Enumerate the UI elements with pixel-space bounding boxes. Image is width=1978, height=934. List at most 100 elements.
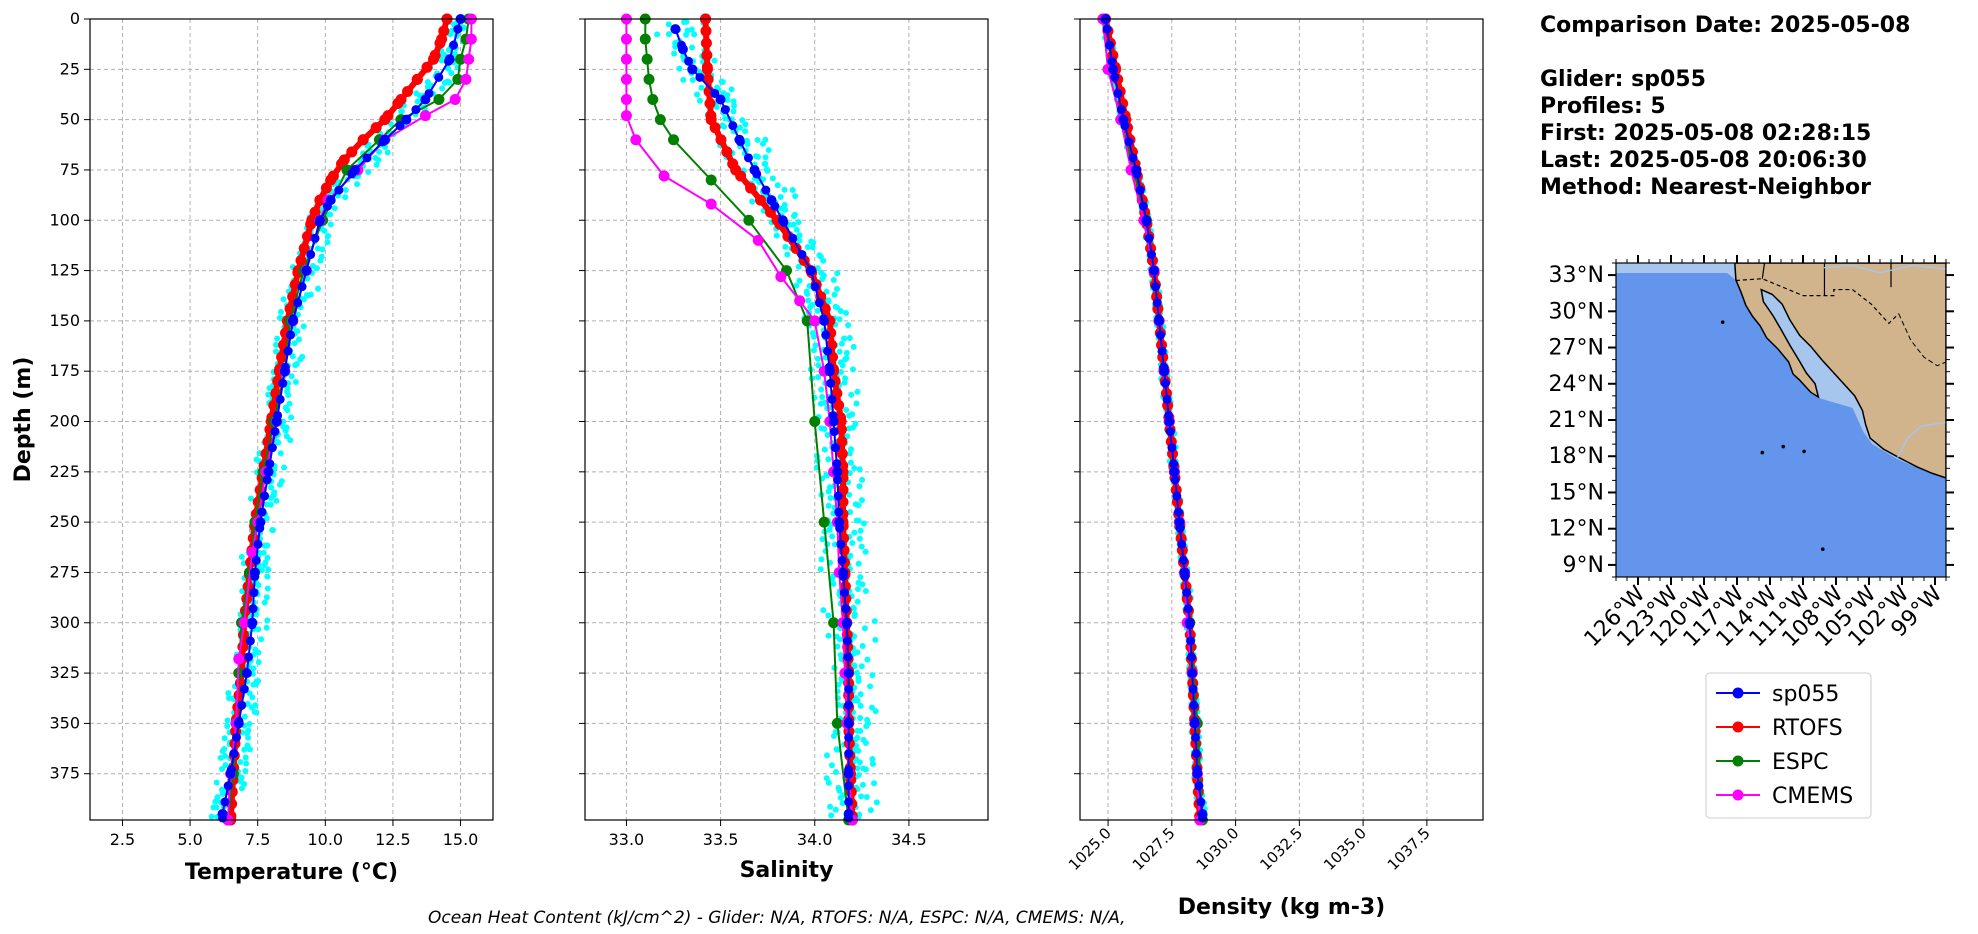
y-tick-label: 0 — [70, 9, 80, 28]
raw-glider-point — [720, 90, 727, 97]
raw-glider-point — [810, 347, 817, 354]
raw-glider-point — [857, 574, 864, 581]
data-point-rtofs — [701, 61, 713, 73]
data-point-sp055 — [1185, 620, 1195, 630]
raw-glider-point — [795, 219, 802, 226]
raw-glider-point — [871, 780, 878, 787]
raw-glider-point — [264, 585, 271, 592]
data-point-sp055 — [1187, 668, 1197, 678]
data-point-rtofs — [745, 182, 757, 194]
raw-glider-point — [792, 193, 799, 200]
raw-glider-point — [827, 803, 834, 810]
data-point-sp055 — [1175, 523, 1185, 533]
comparison-method: Method: Nearest-Neighbor — [1540, 175, 1871, 200]
data-point-sp055 — [262, 475, 272, 485]
y-tick-label: 50 — [60, 110, 80, 129]
raw-glider-point — [832, 806, 839, 813]
data-point-sp055 — [226, 765, 236, 775]
raw-glider-point — [836, 348, 843, 355]
data-point-sp055 — [1169, 459, 1179, 469]
data-point-cmems — [809, 315, 821, 327]
raw-glider-point — [264, 573, 271, 580]
raw-glider-point — [285, 392, 292, 399]
data-point-sp055 — [265, 459, 275, 469]
data-point-sp055 — [306, 249, 316, 259]
raw-glider-point — [826, 526, 833, 533]
island — [1720, 320, 1725, 324]
data-point-sp055 — [676, 40, 686, 50]
raw-glider-point — [324, 239, 331, 246]
raw-glider-point — [255, 582, 262, 589]
raw-glider-point — [293, 361, 300, 368]
raw-glider-point — [818, 556, 825, 563]
raw-glider-point — [698, 84, 705, 91]
data-point-sp055 — [821, 330, 831, 340]
raw-glider-point — [856, 483, 863, 490]
raw-glider-point — [832, 769, 839, 776]
data-point-sp055 — [1190, 716, 1200, 726]
raw-glider-point — [724, 97, 731, 104]
raw-glider-point — [274, 439, 281, 446]
raw-glider-point — [281, 464, 288, 471]
data-point-sp055 — [1149, 266, 1159, 276]
raw-glider-point — [839, 800, 846, 807]
raw-glider-point — [713, 104, 720, 111]
data-point-cmems — [658, 170, 670, 182]
raw-glider-point — [873, 799, 880, 806]
data-point-espc — [809, 416, 821, 428]
data-point-sp055 — [823, 346, 833, 356]
raw-glider-point — [837, 307, 844, 314]
raw-glider-point — [828, 812, 835, 819]
raw-glider-point — [830, 732, 837, 739]
raw-glider-point — [821, 399, 828, 406]
raw-glider-point — [857, 702, 864, 709]
raw-glider-point — [855, 747, 862, 754]
raw-glider-point — [283, 433, 290, 440]
raw-glider-point — [224, 717, 231, 724]
raw-glider-point — [258, 636, 265, 643]
raw-glider-point — [777, 193, 784, 200]
data-point-sp055 — [411, 105, 421, 115]
data-point-rtofs — [438, 25, 450, 37]
raw-glider-point — [274, 335, 281, 342]
profile-count: Profiles: 5 — [1540, 94, 1666, 119]
data-point-sp055 — [218, 813, 228, 823]
island — [1760, 450, 1765, 455]
data-point-sp055 — [444, 56, 454, 66]
y-tick-label: 375 — [49, 764, 80, 783]
raw-glider-point — [263, 624, 270, 631]
series-line-rtofs — [227, 18, 450, 821]
data-point-cmems — [246, 546, 258, 558]
raw-glider-point — [317, 257, 324, 264]
data-point-sp055 — [1180, 571, 1190, 581]
raw-glider-point — [855, 502, 862, 509]
data-point-sp055 — [275, 394, 285, 404]
raw-glider-point — [696, 97, 703, 104]
raw-glider-point — [654, 31, 661, 38]
data-point-sp055 — [1197, 813, 1207, 823]
data-point-cmems — [463, 53, 475, 65]
data-point-espc — [433, 94, 445, 106]
data-point-sp055 — [249, 588, 259, 598]
legend-marker-sp055 — [1732, 687, 1744, 699]
raw-glider-point — [833, 746, 840, 753]
raw-glider-point — [299, 353, 306, 360]
raw-glider-point — [261, 599, 268, 606]
x-tick-label: 34.0 — [797, 830, 833, 849]
raw-glider-point — [315, 285, 322, 292]
raw-glider-point — [823, 775, 830, 782]
data-point-rtofs — [727, 158, 739, 170]
raw-glider-point — [268, 484, 275, 491]
raw-glider-point — [277, 450, 284, 457]
data-point-sp055 — [220, 797, 230, 807]
data-point-sp055 — [263, 466, 274, 477]
data-point-sp055 — [1155, 330, 1165, 340]
data-point-sp055 — [687, 64, 698, 75]
raw-glider-point — [818, 386, 825, 393]
raw-glider-point — [846, 491, 853, 498]
raw-glider-point — [862, 588, 869, 595]
raw-glider-point — [825, 779, 832, 786]
raw-glider-point — [825, 456, 832, 463]
data-point-sp055 — [828, 410, 838, 420]
